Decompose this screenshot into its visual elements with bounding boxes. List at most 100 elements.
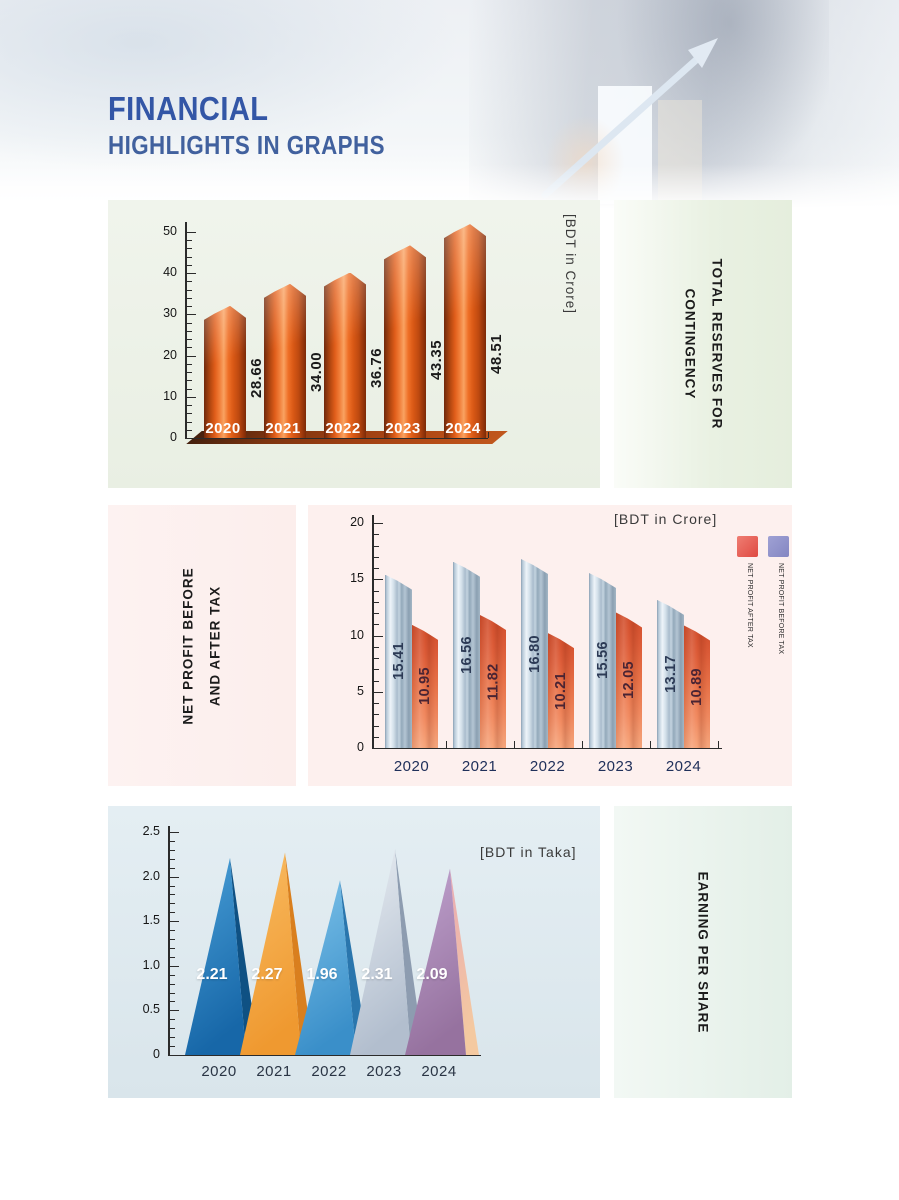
y-tick (169, 876, 179, 878)
eps-peaks-canvas (185, 848, 479, 1055)
reserve-bar: 2023 (384, 245, 426, 438)
bar-value-label: 13.17 (662, 655, 679, 693)
y-tick (186, 273, 196, 275)
eps-peak-side-face (395, 848, 424, 1055)
eps-peak-main-face (185, 857, 246, 1055)
reserves-chart-panel: 0 10 20 30 40 50 2020 28.66 2021 34.00 2022 36.76 20… (108, 200, 600, 488)
eps-peak-main-face (295, 880, 356, 1055)
eps-peak-side-face (340, 880, 369, 1055)
y-tick (186, 264, 192, 266)
y-tick-label: 50 (163, 224, 177, 238)
y-tick-label: 2.5 (142, 824, 160, 838)
y-tick-label: 20 (163, 347, 177, 362)
bar-value-label: 48.51 (488, 333, 505, 374)
legend-swatch (737, 536, 758, 557)
legend-swatch (768, 536, 789, 557)
y-tick (373, 545, 379, 547)
bar-value-label: 15.41 (390, 642, 407, 681)
bar-value-label: 10.89 (689, 667, 706, 706)
before-tax-bar: 16.56 (453, 561, 480, 748)
y-tick (169, 939, 175, 941)
y-tick-label: 15 (350, 571, 364, 586)
y-tick (373, 736, 379, 738)
y-tick (373, 523, 383, 524)
bar-value-label: 43.35 (428, 340, 445, 381)
eps-side-label: EARNING PER SHARE (614, 806, 792, 1098)
y-tick (169, 1001, 175, 1003)
bar-value-label: 34.00 (308, 351, 325, 392)
before-tax-bar: 13.17 (657, 599, 684, 748)
y-tick (186, 248, 192, 250)
x-category-label: 2023 (366, 1063, 402, 1080)
peak-value-label: 2.31 (361, 965, 393, 983)
bar-year-label: 2021 (265, 419, 301, 437)
y-tick (169, 956, 175, 958)
y-tick-label: 20 (350, 515, 364, 529)
y-tick (373, 613, 379, 614)
y-tick (169, 983, 175, 985)
y-tick (169, 867, 175, 869)
y-tick (373, 601, 379, 603)
y-tick (186, 429, 192, 431)
eps-chart-plot: 0 0.5 1.0 1.5 2.0 2.5 2.21 2020 2.27 2021 1.96 2022… (108, 806, 600, 1098)
y-axis-line (168, 826, 170, 1055)
before-tax-bar: 15.41 (385, 574, 412, 748)
eps-title-line1: EARNING PER SHARE (695, 871, 711, 1033)
y-tick-label: 5 (357, 683, 364, 698)
y-tick-label: 30 (163, 306, 177, 321)
before-tax-bar: 16.80 (521, 559, 548, 748)
y-tick-label: 2.0 (142, 868, 160, 883)
y-tick (169, 1046, 175, 1048)
y-tick (373, 646, 379, 648)
y-tick (169, 992, 175, 994)
y-tick (186, 372, 192, 374)
before-tax-bar: 15.56 (589, 572, 616, 748)
after-tax-bar: 12.05 (616, 612, 642, 748)
x-group-tick (582, 741, 583, 748)
reserve-bar: 2022 (324, 272, 366, 438)
y-tick-label: 1.0 (142, 957, 160, 972)
y-tick-label: 10 (163, 388, 177, 403)
bar-value-label: 11.82 (485, 663, 501, 700)
after-tax-bar: 10.21 (548, 633, 574, 748)
y-tick (169, 930, 175, 932)
x-group-tick (446, 741, 447, 748)
y-tick-label: 40 (163, 265, 177, 280)
x-axis-line (372, 748, 722, 749)
y-tick-label: 0 (170, 430, 177, 444)
y-tick (169, 840, 175, 842)
netprofit-title-panel: NET PROFIT BEFORE AND AFTER TAX (108, 505, 296, 786)
peak-value-label: 2.21 (196, 965, 228, 983)
x-category-label: 2021 (461, 758, 498, 775)
y-tick (186, 339, 192, 341)
reserves-unit-label: [BDT in Crore] (563, 214, 578, 315)
bar-value-label: 10.21 (553, 671, 570, 710)
y-tick (373, 658, 379, 659)
y-tick (169, 974, 175, 976)
y-tick (186, 363, 192, 365)
x-axis-line (168, 1055, 481, 1056)
y-tick (373, 556, 379, 558)
y-tick (373, 568, 379, 569)
eps-chart-panel: 0 0.5 1.0 1.5 2.0 2.5 2.21 2020 2.27 2021 1.96 2022… (108, 806, 600, 1098)
y-tick (186, 413, 192, 415)
reserve-bar: 2021 (264, 283, 306, 438)
after-tax-bar: 10.95 (412, 624, 438, 748)
y-tick (186, 297, 192, 299)
y-tick (186, 405, 192, 407)
bar-value-label: 16.80 (526, 634, 543, 673)
y-tick (186, 355, 196, 357)
reserves-side-label: TOTAL RESERVES FOR CONTINGENCY (614, 200, 792, 488)
legend-label: NET PROFIT BEFORE TAX (777, 563, 784, 655)
y-tick (373, 714, 379, 716)
y-tick-label: 0 (357, 740, 364, 754)
bar-year-label: 2024 (445, 419, 481, 437)
y-tick (186, 380, 192, 382)
peak-value-label: 2.09 (416, 965, 448, 983)
y-tick (169, 1028, 175, 1030)
y-tick (373, 669, 379, 671)
y-axis-line (185, 222, 187, 438)
eps-peak-side-face (285, 852, 314, 1055)
y-tick (186, 314, 196, 316)
